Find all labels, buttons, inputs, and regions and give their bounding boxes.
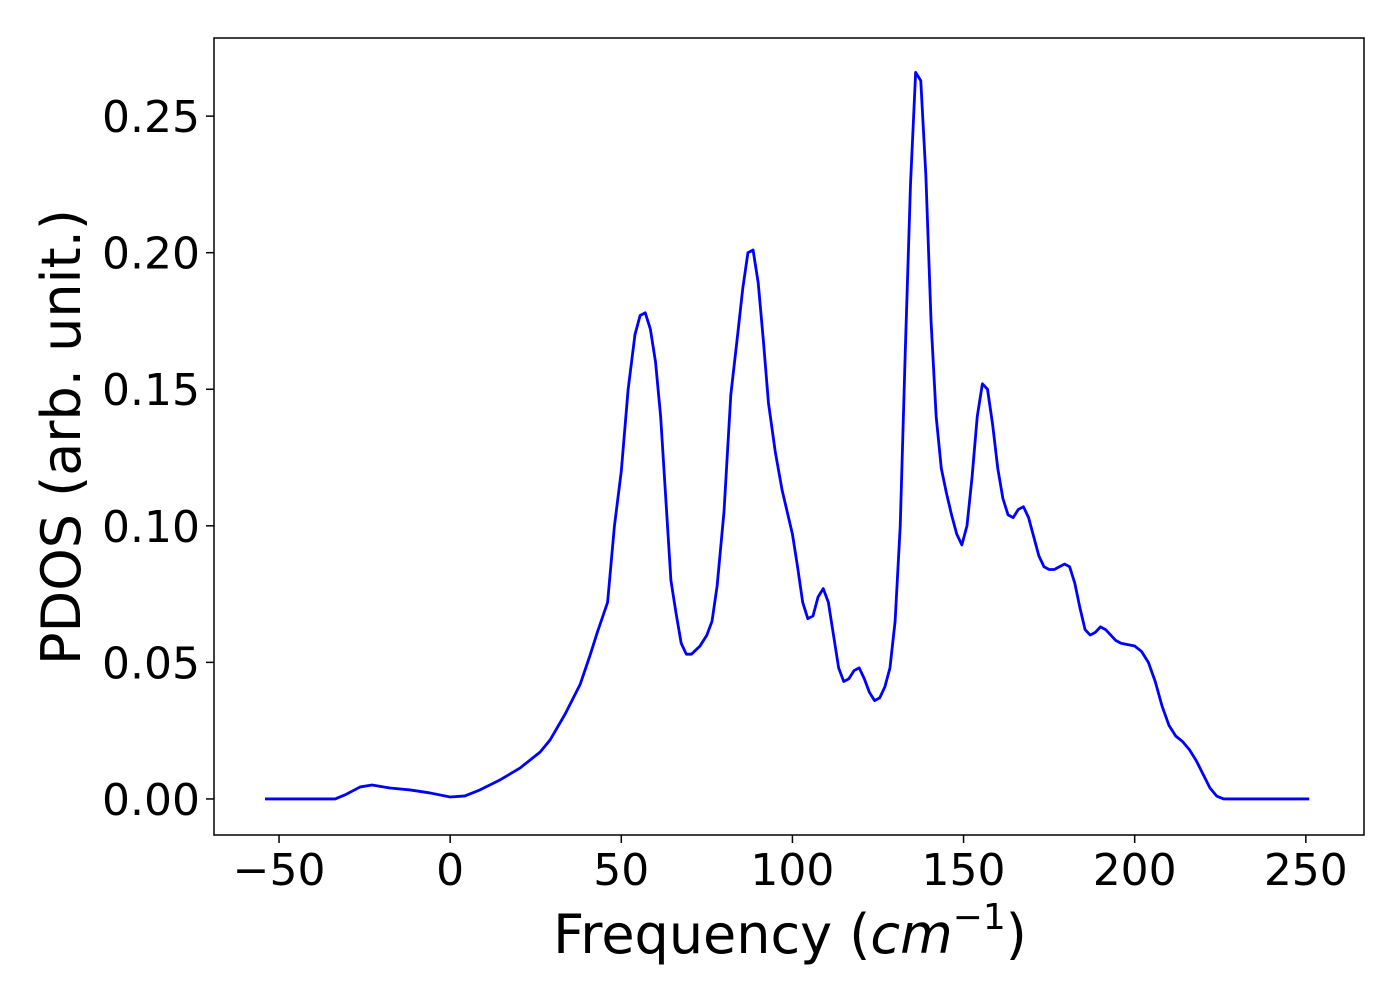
x-label-unit: cm bbox=[870, 903, 952, 966]
y-tick-label: 0.25 bbox=[102, 92, 200, 143]
x-label-close: ) bbox=[1006, 903, 1027, 966]
x-tick-label: −50 bbox=[233, 845, 326, 896]
x-tick-label: 150 bbox=[922, 845, 1006, 896]
x-tick-label: 200 bbox=[1093, 845, 1177, 896]
x-tick-label: 0 bbox=[436, 845, 464, 896]
x-label-exponent: −1 bbox=[953, 897, 1006, 938]
pdos-line bbox=[265, 71, 1310, 801]
x-tick-label: 100 bbox=[750, 845, 834, 896]
y-tick-label: 0.20 bbox=[102, 229, 200, 280]
y-tick-label: 0.10 bbox=[102, 502, 200, 553]
plot-frame bbox=[213, 37, 1365, 836]
y-tick-label: 0.15 bbox=[102, 365, 200, 416]
x-tick-label: 250 bbox=[1264, 845, 1348, 896]
x-label-text: Frequency ( bbox=[553, 903, 870, 966]
y-tick-label: 0.05 bbox=[102, 638, 200, 689]
x-tick-label: 50 bbox=[593, 845, 649, 896]
y-axis-label: PDOS (arb. unit.) bbox=[30, 209, 93, 665]
y-tick-label: 0.00 bbox=[102, 775, 200, 826]
x-axis-label: Frequency (cm−1) bbox=[553, 897, 1027, 966]
